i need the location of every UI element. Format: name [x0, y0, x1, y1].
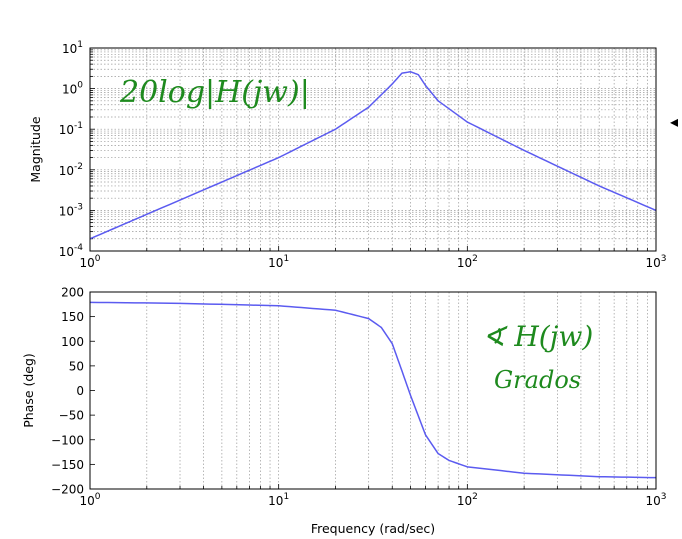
magnitude-y-tick-label: 101	[62, 40, 83, 56]
magnitude-grid	[90, 48, 656, 251]
phase-y-tick-label: 150	[61, 310, 84, 324]
magnitude-x-tick-label: 103	[645, 254, 666, 270]
magnitude-axes-frame	[89, 47, 657, 252]
phase-y-tick-label: 100	[61, 335, 84, 349]
arrow-marker-icon: ◂	[670, 112, 678, 131]
phase-x-tick-label: 103	[645, 492, 666, 508]
phase-y-tick-label: −50	[59, 409, 84, 423]
magnitude-x-tick-label: 101	[268, 254, 289, 270]
degrees-annotation: Grados	[494, 366, 581, 394]
phase-y-axis-label: Phase (deg)	[21, 353, 36, 428]
phase-annotation: ∢ H(jw)	[482, 320, 593, 353]
magnitude-x-tick-label: 102	[457, 254, 478, 270]
phase-y-tick-label: 50	[69, 359, 84, 373]
phase-axes-frame	[89, 291, 657, 490]
phase-y-tick-label: 200	[61, 286, 84, 300]
phase-y-tick-label: −150	[51, 458, 84, 472]
magnitude-panel: 100 101 102 103 10-4 10-3 10-2 10-1 100 101 Magni…	[28, 40, 667, 270]
magnitude-y-tick-label: 10-4	[59, 243, 84, 259]
phase-x-tick-label: 100	[79, 492, 100, 508]
phase-series-line	[89, 301, 657, 479]
phase-y-tick-label: 0	[76, 384, 84, 398]
magnitude-x-tick-label: 100	[79, 254, 100, 270]
magnitude-y-tick-label: 100	[62, 81, 83, 97]
phase-grid	[146, 292, 648, 489]
phase-y-tick-label: −100	[51, 433, 84, 447]
magnitude-annotation: 20log|H(jw)|	[119, 75, 310, 110]
phase-y-tick-label: −200	[51, 483, 84, 497]
phase-x-axis-label: Frequency (rad/sec)	[311, 521, 435, 536]
magnitude-ticks: 100 101 102 103 10-4 10-3 10-2 10-1 100 101	[59, 40, 667, 270]
magnitude-y-tick-label: 10-2	[59, 162, 83, 178]
magnitude-series-line	[89, 70, 657, 240]
phase-x-tick-label: 101	[268, 492, 289, 508]
phase-x-tick-label: 102	[457, 492, 478, 508]
magnitude-y-axis-label: Magnitude	[28, 116, 43, 183]
magnitude-y-tick-label: 10-1	[59, 121, 83, 137]
magnitude-y-tick-label: 10-3	[59, 202, 83, 218]
